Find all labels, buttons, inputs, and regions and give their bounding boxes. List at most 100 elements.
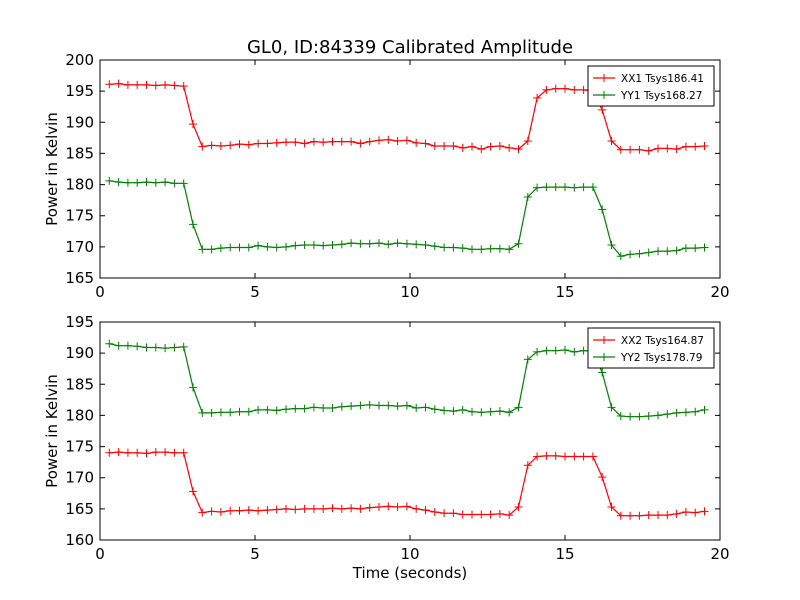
data-point	[421, 240, 430, 249]
data-point	[468, 510, 476, 519]
legend-label: YY2 Tsys178.79	[620, 352, 702, 364]
data-point	[384, 502, 393, 511]
legend-box	[587, 327, 715, 369]
y-tick-label: 190	[65, 344, 94, 362]
data-point	[235, 506, 244, 515]
y-tick-label: 170	[65, 469, 94, 487]
data-point	[616, 145, 625, 154]
data-point	[449, 243, 458, 252]
data-point	[151, 343, 160, 352]
data-point	[486, 510, 495, 519]
data-point	[133, 448, 142, 457]
data-point	[393, 239, 402, 248]
data-point	[449, 407, 458, 416]
x-tick-label: 5	[250, 545, 260, 563]
data-point	[402, 136, 411, 145]
data-point	[105, 176, 114, 185]
data-point	[430, 507, 439, 516]
data-point	[170, 179, 179, 188]
data-point	[347, 137, 356, 146]
data-point	[681, 507, 690, 516]
data-point	[207, 507, 216, 516]
y-axis-label: Power in Kelvin	[43, 374, 61, 488]
data-point	[402, 401, 411, 410]
y-tick-label: 200	[65, 51, 94, 69]
data-point	[393, 402, 402, 411]
data-point	[170, 448, 179, 457]
data-point	[365, 503, 374, 512]
data-point	[282, 242, 290, 251]
data-point	[654, 411, 662, 420]
data-point	[635, 145, 644, 154]
data-point	[672, 509, 681, 518]
data-point	[291, 505, 300, 514]
x-tick-label: 10	[400, 283, 419, 301]
data-point	[570, 183, 579, 192]
data-point	[123, 341, 132, 350]
data-point	[523, 461, 532, 470]
data-point	[244, 506, 253, 515]
data-point	[328, 240, 337, 249]
data-point	[254, 139, 263, 148]
data-point	[495, 244, 504, 253]
data-point	[477, 245, 486, 254]
data-point	[254, 405, 263, 414]
data-point	[412, 504, 421, 513]
data-point	[402, 502, 411, 511]
data-point	[393, 136, 402, 145]
data-point	[523, 136, 532, 145]
data-point	[198, 142, 207, 151]
data-point	[607, 136, 616, 145]
data-point	[486, 244, 495, 253]
data-point	[579, 183, 588, 192]
data-point	[161, 178, 170, 187]
data-point	[365, 137, 374, 146]
y-tick-label: 165	[65, 500, 94, 518]
data-point	[579, 346, 588, 355]
data-point	[375, 401, 383, 410]
data-point	[282, 405, 290, 414]
data-point	[309, 403, 318, 412]
data-point	[468, 245, 476, 254]
data-point	[672, 408, 681, 417]
data-point	[598, 205, 607, 214]
data-point	[663, 410, 672, 419]
x-tick-label: 20	[710, 545, 729, 563]
data-point	[440, 141, 449, 150]
legend-marker	[600, 353, 608, 361]
data-point	[272, 138, 281, 147]
data-point	[514, 239, 523, 248]
data-point	[468, 407, 476, 416]
y-tick-label: 190	[65, 113, 94, 131]
x-tick-label: 10	[400, 545, 419, 563]
bottom-subplot: 0 5 10 15 20 160 165 170 175 180 185 190 195 Power in…	[43, 313, 730, 582]
data-point	[570, 347, 579, 356]
data-point	[579, 452, 588, 461]
data-point	[440, 243, 449, 252]
data-point	[598, 368, 607, 377]
data-point	[282, 138, 290, 147]
data-point	[384, 240, 393, 249]
y-tick-label: 185	[65, 144, 94, 162]
data-point	[672, 145, 681, 154]
data-point	[375, 502, 383, 511]
data-point	[430, 242, 439, 251]
data-point	[644, 412, 653, 421]
data-point	[347, 504, 356, 513]
data-point	[412, 403, 421, 412]
y-axis-label: Power in Kelvin	[43, 112, 61, 226]
data-point	[133, 342, 142, 351]
data-point	[533, 93, 542, 102]
data-point	[635, 412, 644, 421]
data-point	[421, 403, 430, 412]
data-point	[430, 405, 439, 414]
y-tick-label: 195	[65, 82, 94, 100]
data-point	[105, 339, 114, 348]
data-point	[347, 239, 356, 248]
data-point	[235, 407, 244, 416]
data-point	[449, 509, 458, 518]
y-tick-label: 170	[65, 238, 94, 256]
data-point	[254, 241, 263, 250]
data-point	[356, 504, 365, 513]
data-point	[254, 506, 263, 515]
